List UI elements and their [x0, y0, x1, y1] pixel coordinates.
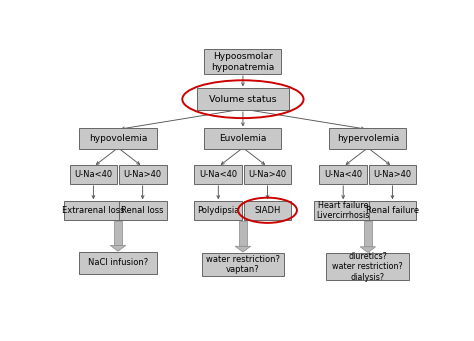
Text: water restriction?
vaptan?: water restriction? vaptan? — [206, 255, 280, 274]
Text: U-Na<40: U-Na<40 — [199, 170, 237, 179]
Text: Renal failure: Renal failure — [366, 206, 419, 215]
FancyBboxPatch shape — [194, 165, 242, 184]
FancyBboxPatch shape — [204, 49, 282, 74]
Text: U-Na<40: U-Na<40 — [324, 170, 362, 179]
Bar — [239, 221, 247, 246]
Polygon shape — [235, 246, 251, 252]
FancyBboxPatch shape — [80, 128, 156, 149]
FancyBboxPatch shape — [244, 201, 292, 220]
FancyBboxPatch shape — [204, 128, 282, 149]
FancyBboxPatch shape — [197, 88, 289, 110]
Text: diuretics?
water restriction?
dialysis?: diuretics? water restriction? dialysis? — [332, 252, 403, 282]
Polygon shape — [110, 246, 126, 251]
FancyBboxPatch shape — [201, 253, 284, 277]
FancyBboxPatch shape — [329, 128, 406, 149]
FancyBboxPatch shape — [327, 253, 409, 280]
Text: Heart failure
Livercirrhosis: Heart failure Livercirrhosis — [317, 201, 370, 220]
FancyBboxPatch shape — [64, 201, 122, 220]
FancyBboxPatch shape — [314, 201, 372, 220]
FancyBboxPatch shape — [244, 165, 292, 184]
FancyBboxPatch shape — [319, 165, 367, 184]
Bar — [364, 221, 372, 247]
Polygon shape — [360, 247, 375, 253]
Bar — [114, 221, 122, 246]
Text: Extrarenal loss: Extrarenal loss — [62, 206, 125, 215]
FancyBboxPatch shape — [369, 165, 416, 184]
Text: Euvolemia: Euvolemia — [219, 134, 266, 143]
Text: U-Na<40: U-Na<40 — [74, 170, 112, 179]
Text: U-Na>40: U-Na>40 — [374, 170, 411, 179]
Text: Polydipsia: Polydipsia — [197, 206, 239, 215]
FancyBboxPatch shape — [119, 201, 166, 220]
FancyBboxPatch shape — [119, 165, 166, 184]
Text: SIADH: SIADH — [255, 206, 281, 215]
Text: hypervolemia: hypervolemia — [337, 134, 399, 143]
Text: NaCl infusion?: NaCl infusion? — [88, 258, 148, 267]
Text: U-Na>40: U-Na>40 — [124, 170, 162, 179]
Text: Volume status: Volume status — [209, 95, 277, 104]
FancyBboxPatch shape — [80, 252, 156, 273]
Text: Renal loss: Renal loss — [121, 206, 164, 215]
FancyBboxPatch shape — [369, 201, 416, 220]
FancyBboxPatch shape — [194, 201, 242, 220]
Text: Hypoosmolar
hyponatremia: Hypoosmolar hyponatremia — [211, 52, 274, 72]
Text: U-Na>40: U-Na>40 — [248, 170, 287, 179]
FancyBboxPatch shape — [70, 165, 117, 184]
Text: hypovolemia: hypovolemia — [89, 134, 147, 143]
